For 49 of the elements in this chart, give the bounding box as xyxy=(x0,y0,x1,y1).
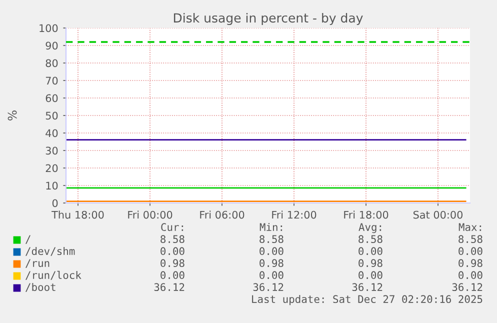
text: 36.12 xyxy=(253,283,284,292)
y-tick-label: 60 xyxy=(46,94,58,102)
y-tick-label: 40 xyxy=(46,129,58,138)
x-tick-label: Sat 00:00 xyxy=(413,210,463,219)
text: Avg: xyxy=(358,223,382,234)
x-tick-label: Fri 06:00 xyxy=(200,210,244,219)
y-tick-label: 30 xyxy=(46,146,58,155)
y-tick-label: 50 xyxy=(46,112,58,120)
y-tick-label: 0 xyxy=(52,199,58,208)
text: 0.00 xyxy=(260,271,284,280)
y-tick-label: 90 xyxy=(46,42,58,50)
y-tick-label: 80 xyxy=(46,59,58,68)
y-tick-label: 10 xyxy=(46,182,58,190)
x-tick-label: Fri 12:00 xyxy=(272,210,316,219)
text: 8.58 xyxy=(358,235,382,244)
legend-label: /dev/shm xyxy=(26,246,75,256)
legend-label: / xyxy=(26,235,30,244)
chart-title: Disk usage in percent - by day xyxy=(174,12,363,26)
y-tick-label: 100 xyxy=(40,24,58,32)
text: 0.00 xyxy=(358,247,382,256)
text: 0.98 xyxy=(458,259,482,268)
legend-label: /run xyxy=(26,259,50,268)
text: 0.00 xyxy=(160,271,184,280)
text: 8.58 xyxy=(160,235,184,244)
text: 36.12 xyxy=(154,283,184,292)
y-tick-label: 20 xyxy=(46,164,58,172)
text: 0.00 xyxy=(458,247,482,256)
legend-label: /boot xyxy=(26,282,56,292)
text: 0.98 xyxy=(260,259,284,268)
text: 0.98 xyxy=(358,259,382,268)
text: 36.12 xyxy=(452,283,482,292)
text: Max: xyxy=(458,223,482,232)
text: 0.00 xyxy=(458,271,482,280)
text: 0.00 xyxy=(358,271,382,280)
text: Last update: Sat Dec 27 02:20:16 2025 xyxy=(252,294,482,306)
text: 8.58 xyxy=(260,235,284,244)
legend-label: /run/lock xyxy=(26,270,82,280)
x-tick-label: Thu 18:00 xyxy=(52,210,104,219)
y-tick-label: 70 xyxy=(46,76,58,85)
text: 0.00 xyxy=(160,247,184,256)
y-axis-title: % xyxy=(8,110,17,120)
text: 0.00 xyxy=(260,247,284,256)
x-tick-label: Fri 18:00 xyxy=(344,210,388,219)
text: 36.12 xyxy=(352,283,382,292)
text: 0.98 xyxy=(160,259,184,268)
text: Min: xyxy=(260,222,282,231)
text: 8.58 xyxy=(458,235,482,244)
text: Cur: xyxy=(161,223,184,232)
x-tick-label: Fri 00:00 xyxy=(128,210,172,219)
